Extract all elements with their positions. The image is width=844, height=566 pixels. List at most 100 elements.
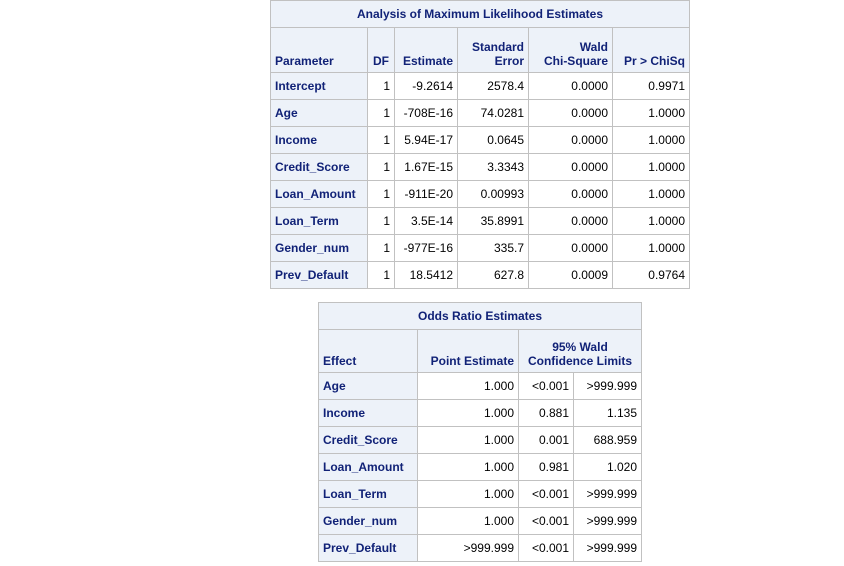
header-estimate: Estimate <box>394 27 458 73</box>
header-ci-line1: 95% Wald <box>552 340 608 354</box>
cell-wald-chi-square: 0.0000 <box>528 72 613 100</box>
cell-standard-error: 335.7 <box>457 234 529 262</box>
cell-parameter: Gender_num <box>270 234 368 262</box>
cell-upper-limit: 1.135 <box>573 399 642 427</box>
cell-standard-error: 0.00993 <box>457 180 529 208</box>
header-pr-chisq: Pr > ChiSq <box>612 27 690 73</box>
table-row: Credit_Score 1.000 0.001 688.959 <box>318 426 642 454</box>
cell-pr-chisq: 1.0000 <box>612 99 690 127</box>
odds-table-title: Odds Ratio Estimates <box>318 302 642 330</box>
cell-wald-chi-square: 0.0000 <box>528 99 613 127</box>
cell-wald-chi-square: 0.0009 <box>528 261 613 289</box>
cell-point-estimate: 1.000 <box>417 426 519 454</box>
table-row: Intercept 1 -9.2614 2578.4 0.0000 0.9971 <box>270 72 690 100</box>
cell-pr-chisq: 1.0000 <box>612 126 690 154</box>
table-row: Income 1 5.94E-17 0.0645 0.0000 1.0000 <box>270 126 690 154</box>
cell-pr-chisq: 1.0000 <box>612 180 690 208</box>
cell-wald-chi-square: 0.0000 <box>528 126 613 154</box>
cell-point-estimate: 1.000 <box>417 507 519 535</box>
table-row: Age 1.000 <0.001 >999.999 <box>318 372 642 400</box>
cell-parameter: Loan_Term <box>270 207 368 235</box>
max-likelihood-estimates-table: Analysis of Maximum Likelihood Estimates… <box>270 0 690 289</box>
table-row: Income 1.000 0.881 1.135 <box>318 399 642 427</box>
cell-effect: Income <box>318 399 418 427</box>
header-wald-chi-square: Wald Chi-Square <box>528 27 613 73</box>
cell-lower-limit: <0.001 <box>518 507 574 535</box>
header-wald-line1: Wald <box>579 40 608 54</box>
cell-df: 1 <box>367 153 395 181</box>
cell-df: 1 <box>367 207 395 235</box>
cell-estimate: 3.5E-14 <box>394 207 458 235</box>
cell-lower-limit: <0.001 <box>518 534 574 562</box>
cell-parameter: Intercept <box>270 72 368 100</box>
header-ci-line2: Confidence Limits <box>527 354 632 368</box>
cell-df: 1 <box>367 72 395 100</box>
cell-upper-limit: >999.999 <box>573 372 642 400</box>
table-row: Age 1 -708E-16 74.0281 0.0000 1.0000 <box>270 99 690 127</box>
cell-upper-limit: >999.999 <box>573 480 642 508</box>
cell-wald-chi-square: 0.0000 <box>528 234 613 262</box>
cell-standard-error: 2578.4 <box>457 72 529 100</box>
cell-pr-chisq: 0.9764 <box>612 261 690 289</box>
mle-table-body: Intercept 1 -9.2614 2578.4 0.0000 0.9971 Age 1-… <box>270 72 690 289</box>
cell-lower-limit: 0.981 <box>518 453 574 481</box>
header-wald-line2: Chi-Square <box>543 54 608 68</box>
cell-point-estimate: >999.999 <box>417 534 519 562</box>
cell-df: 1 <box>367 261 395 289</box>
cell-wald-chi-square: 0.0000 <box>528 153 613 181</box>
cell-estimate: -708E-16 <box>394 99 458 127</box>
cell-standard-error: 0.0645 <box>457 126 529 154</box>
cell-estimate: -977E-16 <box>394 234 458 262</box>
cell-pr-chisq: 0.9971 <box>612 72 690 100</box>
header-standard-error-line2: Error <box>494 54 524 68</box>
table-row: Credit_Score 1 1.67E-15 3.3343 0.0000 1.0000 <box>270 153 690 181</box>
cell-pr-chisq: 1.0000 <box>612 153 690 181</box>
cell-upper-limit: >999.999 <box>573 534 642 562</box>
header-point-estimate: Point Estimate <box>417 329 519 373</box>
cell-effect: Loan_Amount <box>318 453 418 481</box>
table-row: Loan_Amount 1 -911E-20 0.00993 0.0000 1.0000 <box>270 180 690 208</box>
cell-standard-error: 3.3343 <box>457 153 529 181</box>
table-row: Loan_Amount 1.000 0.981 1.020 <box>318 453 642 481</box>
cell-pr-chisq: 1.0000 <box>612 207 690 235</box>
cell-parameter: Age <box>270 99 368 127</box>
cell-point-estimate: 1.000 <box>417 453 519 481</box>
cell-standard-error: 74.0281 <box>457 99 529 127</box>
cell-parameter: Loan_Amount <box>270 180 368 208</box>
cell-pr-chisq: 1.0000 <box>612 234 690 262</box>
table-row: Prev_Default 1 18.5412 627.8 0.0009 0.9764 <box>270 261 690 289</box>
cell-lower-limit: <0.001 <box>518 480 574 508</box>
cell-estimate: 1.67E-15 <box>394 153 458 181</box>
table-row: Loan_Term 1 3.5E-14 35.8991 0.0000 1.0000 <box>270 207 690 235</box>
cell-point-estimate: 1.000 <box>417 399 519 427</box>
cell-upper-limit: 1.020 <box>573 453 642 481</box>
cell-standard-error: 35.8991 <box>457 207 529 235</box>
header-df: DF <box>367 27 395 73</box>
cell-estimate: -911E-20 <box>394 180 458 208</box>
cell-estimate: 5.94E-17 <box>394 126 458 154</box>
header-parameter: Parameter <box>270 27 368 73</box>
header-effect: Effect <box>318 329 418 373</box>
cell-upper-limit: 688.959 <box>573 426 642 454</box>
cell-df: 1 <box>367 99 395 127</box>
cell-wald-chi-square: 0.0000 <box>528 180 613 208</box>
cell-parameter: Prev_Default <box>270 261 368 289</box>
table-row: Loan_Term 1.000 <0.001 >999.999 <box>318 480 642 508</box>
cell-lower-limit: 0.881 <box>518 399 574 427</box>
cell-estimate: -9.2614 <box>394 72 458 100</box>
cell-point-estimate: 1.000 <box>417 372 519 400</box>
cell-effect: Credit_Score <box>318 426 418 454</box>
cell-effect: Gender_num <box>318 507 418 535</box>
cell-standard-error: 627.8 <box>457 261 529 289</box>
cell-lower-limit: 0.001 <box>518 426 574 454</box>
cell-parameter: Income <box>270 126 368 154</box>
cell-df: 1 <box>367 126 395 154</box>
header-standard-error-line1: Standard <box>471 40 524 54</box>
table-row: Gender_num 1.000 <0.001 >999.999 <box>318 507 642 535</box>
cell-upper-limit: >999.999 <box>573 507 642 535</box>
cell-wald-chi-square: 0.0000 <box>528 207 613 235</box>
cell-point-estimate: 1.000 <box>417 480 519 508</box>
cell-parameter: Credit_Score <box>270 153 368 181</box>
table-row: Prev_Default >999.999 <0.001 >999.999 <box>318 534 642 562</box>
